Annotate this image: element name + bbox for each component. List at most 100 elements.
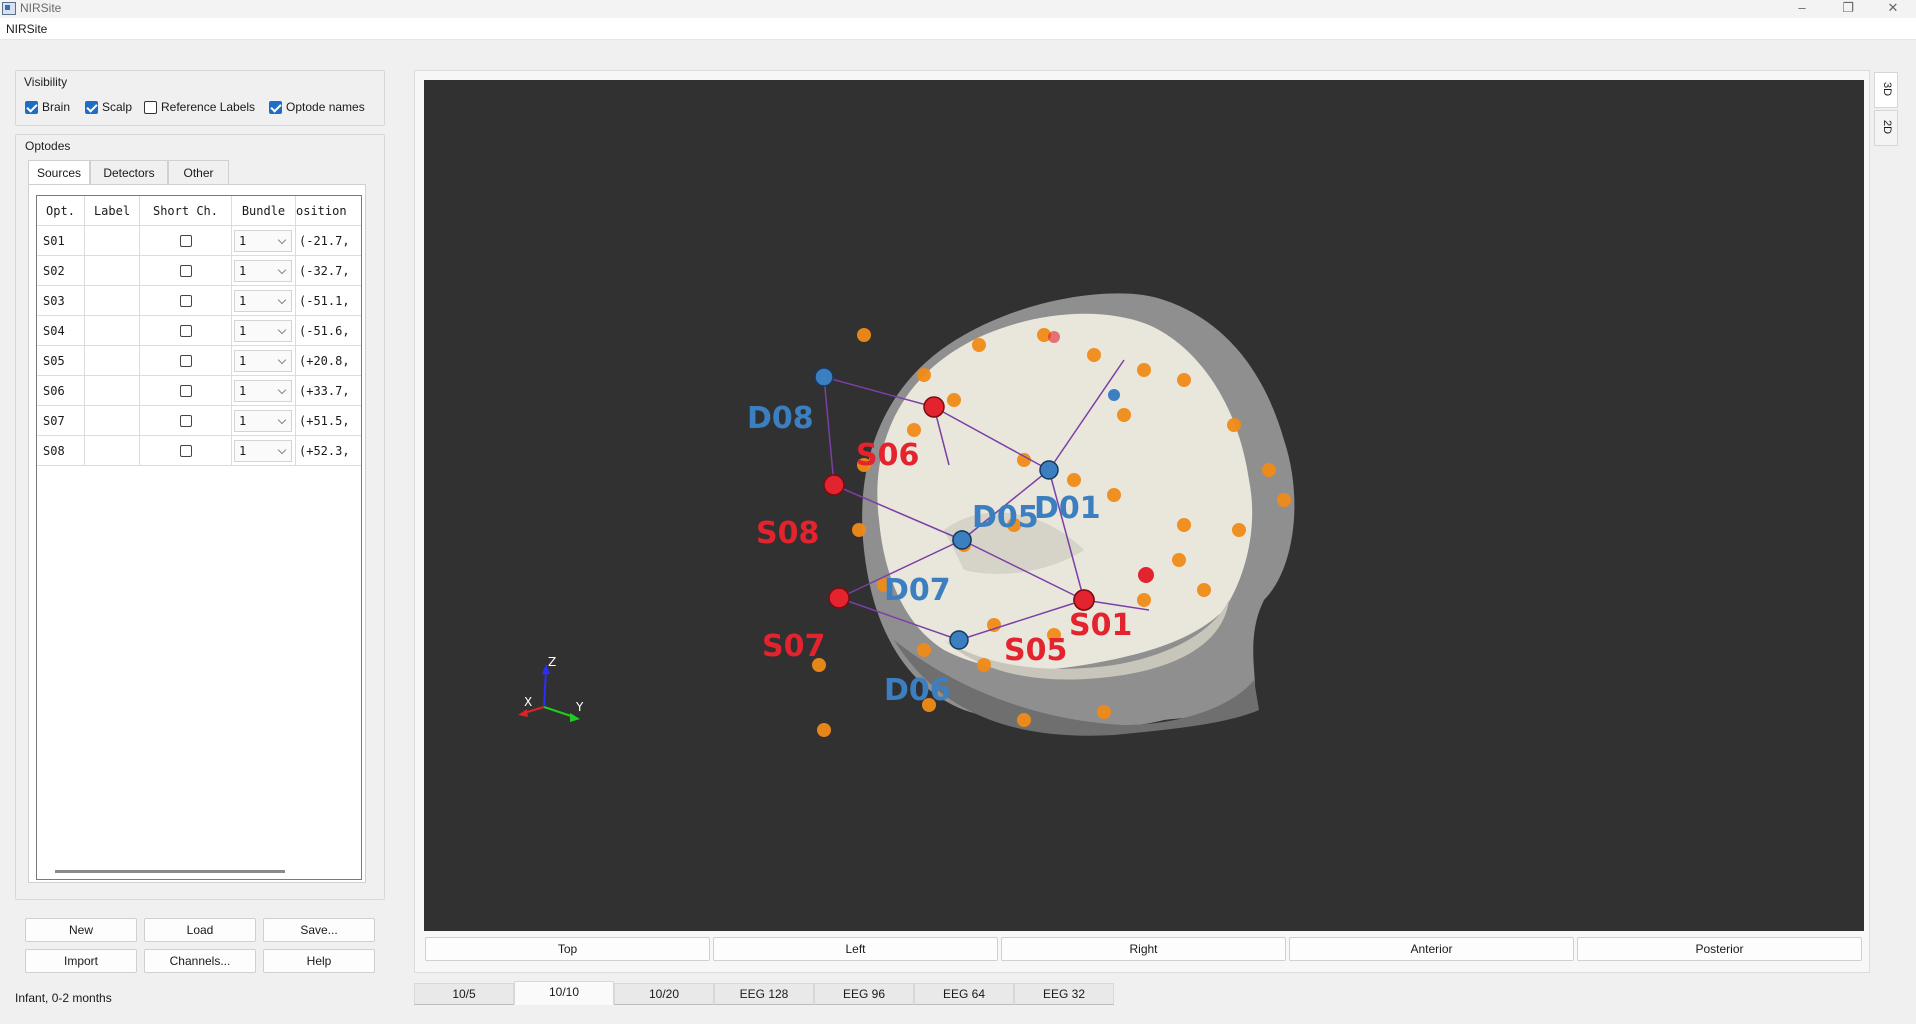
new-button[interactable]: New: [25, 918, 137, 942]
table-row[interactable]: S01 1 (-21.7,: [37, 226, 361, 256]
bundle-dropdown[interactable]: 1: [234, 320, 292, 342]
bundle-dropdown[interactable]: 1: [234, 230, 292, 252]
cell-short-ch[interactable]: [140, 436, 232, 466]
maximize-button[interactable]: ❐: [1842, 0, 1854, 15]
bundle-dropdown[interactable]: 1: [234, 380, 292, 402]
detector-marker[interactable]: [952, 530, 972, 550]
cell-bundle[interactable]: 1: [232, 436, 296, 466]
view-anterior-button[interactable]: Anterior: [1289, 937, 1574, 961]
table-row[interactable]: S02 1 (-32.7,: [37, 256, 361, 286]
short-channel-checkbox[interactable]: [180, 325, 192, 337]
table-row[interactable]: S03 1 (-51.1,: [37, 286, 361, 316]
tab-eeg-32[interactable]: EEG 32: [1014, 983, 1114, 1005]
view-left-button[interactable]: Left: [713, 937, 998, 961]
cell-position[interactable]: (-51.6,: [296, 316, 361, 346]
cell-opt[interactable]: S01: [37, 226, 85, 256]
cell-position[interactable]: (+33.7,: [296, 376, 361, 406]
optode-names-checkbox[interactable]: Optode names: [269, 100, 365, 114]
short-channel-checkbox[interactable]: [180, 385, 192, 397]
cell-bundle[interactable]: 1: [232, 316, 296, 346]
table-row[interactable]: S06 1 (+33.7,: [37, 376, 361, 406]
bundle-dropdown[interactable]: 1: [234, 290, 292, 312]
close-button[interactable]: ✕: [1887, 0, 1899, 15]
short-channel-checkbox[interactable]: [180, 415, 192, 427]
cell-bundle[interactable]: 1: [232, 406, 296, 436]
tab-10-20[interactable]: 10/20: [614, 983, 714, 1005]
cell-bundle[interactable]: 1: [232, 346, 296, 376]
cell-opt[interactable]: S07: [37, 406, 85, 436]
cell-opt[interactable]: S06: [37, 376, 85, 406]
source-marker[interactable]: [828, 587, 850, 609]
source-marker[interactable]: [1048, 331, 1060, 343]
cell-short-ch[interactable]: [140, 316, 232, 346]
horizontal-scrollbar[interactable]: [55, 870, 285, 873]
cell-label[interactable]: [85, 406, 140, 436]
table-row[interactable]: S04 1 (-51.6,: [37, 316, 361, 346]
tab-detectors[interactable]: Detectors: [90, 160, 168, 185]
cell-opt[interactable]: S02: [37, 256, 85, 286]
3d-viewport[interactable]: S01 S05 S06 S07 S08 D01 D05 D06 D07 D08 X Y Z: [424, 80, 1864, 931]
bundle-dropdown[interactable]: 1: [234, 350, 292, 372]
detector-marker[interactable]: [1108, 389, 1120, 401]
short-channel-checkbox[interactable]: [180, 235, 192, 247]
view-posterior-button[interactable]: Posterior: [1577, 937, 1862, 961]
cell-short-ch[interactable]: [140, 346, 232, 376]
reference-labels-check-box[interactable]: [144, 100, 157, 114]
view-top-button[interactable]: Top: [425, 937, 710, 961]
cell-label[interactable]: [85, 256, 140, 286]
view-right-button[interactable]: Right: [1001, 937, 1286, 961]
table-row[interactable]: S05 1 (+20.8,: [37, 346, 361, 376]
table-row[interactable]: S08 1 (+52.3,: [37, 436, 361, 466]
tab-eeg-128[interactable]: EEG 128: [714, 983, 814, 1005]
tab-eeg-96[interactable]: EEG 96: [814, 983, 914, 1005]
tab-eeg-64[interactable]: EEG 64: [914, 983, 1014, 1005]
short-channel-checkbox[interactable]: [180, 295, 192, 307]
cell-short-ch[interactable]: [140, 286, 232, 316]
bundle-dropdown[interactable]: 1: [234, 410, 292, 432]
cell-position[interactable]: (-51.1,: [296, 286, 361, 316]
short-channel-checkbox[interactable]: [180, 265, 192, 277]
source-marker[interactable]: [823, 474, 845, 496]
cell-label[interactable]: [85, 286, 140, 316]
cell-label[interactable]: [85, 346, 140, 376]
source-marker[interactable]: [923, 396, 945, 418]
cell-bundle[interactable]: 1: [232, 376, 296, 406]
menu-title[interactable]: NIRSite: [6, 22, 48, 36]
brain-check-box[interactable]: [25, 100, 38, 114]
detector-marker[interactable]: [1039, 460, 1059, 480]
cell-bundle[interactable]: 1: [232, 286, 296, 316]
tab-10-5[interactable]: 10/5: [414, 983, 514, 1005]
tab-other[interactable]: Other: [168, 160, 229, 185]
column-header-opt[interactable]: Opt.: [37, 196, 85, 226]
cell-position[interactable]: (-32.7,: [296, 256, 361, 286]
cell-opt[interactable]: S05: [37, 346, 85, 376]
channels-button[interactable]: Channels...: [144, 949, 256, 973]
detector-marker[interactable]: [814, 367, 834, 387]
cell-position[interactable]: (+52.3,: [296, 436, 361, 466]
cell-position[interactable]: (+20.8,: [296, 346, 361, 376]
cell-short-ch[interactable]: [140, 406, 232, 436]
cell-short-ch[interactable]: [140, 376, 232, 406]
cell-position[interactable]: (+51.5,: [296, 406, 361, 436]
tab-10-10[interactable]: 10/10: [514, 981, 614, 1005]
short-channel-checkbox[interactable]: [180, 355, 192, 367]
brain-checkbox[interactable]: Brain: [25, 100, 70, 114]
cell-position[interactable]: (-21.7,: [296, 226, 361, 256]
column-header-bundle[interactable]: Bundle: [232, 196, 296, 226]
column-header-label[interactable]: Label: [85, 196, 140, 226]
scalp-checkbox[interactable]: Scalp: [85, 100, 132, 114]
reference-labels-checkbox[interactable]: Reference Labels: [144, 100, 255, 114]
cell-label[interactable]: [85, 316, 140, 346]
column-header-position[interactable]: osition: [296, 196, 361, 226]
source-marker[interactable]: [1138, 567, 1154, 583]
cell-opt[interactable]: S04: [37, 316, 85, 346]
sources-table[interactable]: Opt. Label Short Ch. Bundle osition S01 1…: [36, 195, 362, 880]
cell-short-ch[interactable]: [140, 226, 232, 256]
cell-short-ch[interactable]: [140, 256, 232, 286]
cell-label[interactable]: [85, 436, 140, 466]
scalp-check-box[interactable]: [85, 100, 98, 114]
tab-sources[interactable]: Sources: [28, 160, 90, 186]
source-marker[interactable]: [1073, 589, 1095, 611]
optode-names-check-box[interactable]: [269, 100, 282, 114]
cell-bundle[interactable]: 1: [232, 226, 296, 256]
